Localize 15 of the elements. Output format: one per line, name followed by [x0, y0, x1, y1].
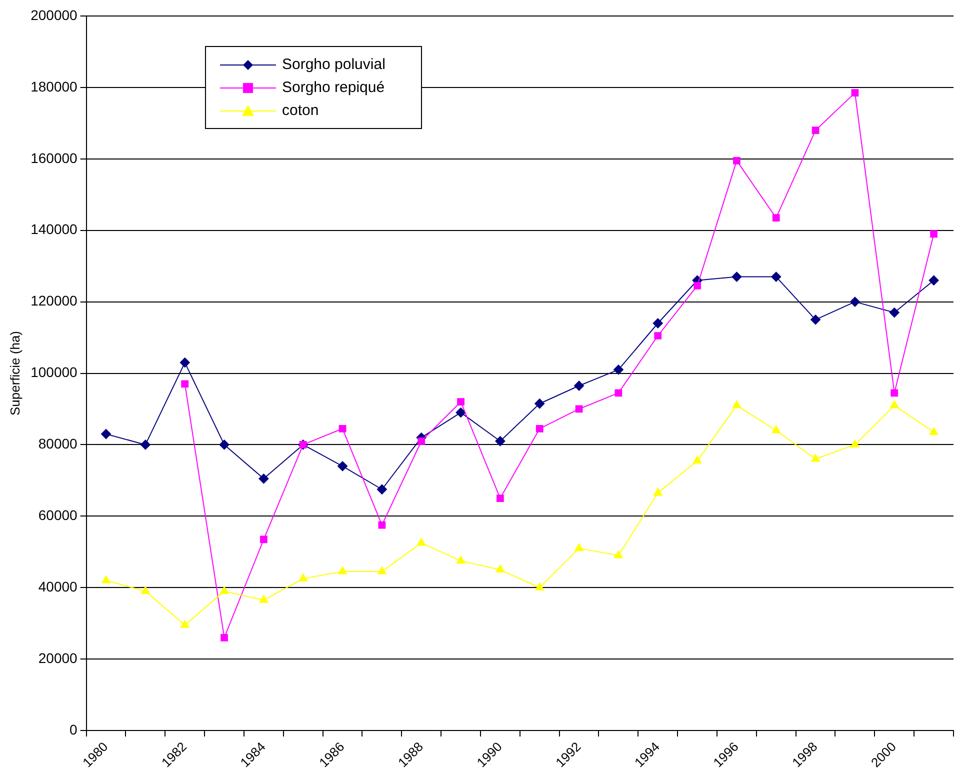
legend-label: Sorgho poluvial — [282, 56, 386, 73]
y-tick-label: 80000 — [38, 436, 78, 452]
legend-label: coton — [282, 102, 319, 119]
legend-label: Sorgho repiqué — [282, 79, 385, 96]
y-tick-label: 0 — [70, 721, 78, 738]
y-tick-label: 20000 — [38, 650, 78, 666]
y-tick-label: 200000 — [30, 6, 78, 23]
y-tick-label: 40000 — [38, 578, 78, 594]
y-tick-label: 140000 — [30, 221, 78, 238]
y-tick-label: 180000 — [30, 78, 78, 94]
y-tick-label: 120000 — [30, 292, 78, 309]
y-axis-title: Superficie (ha) — [7, 330, 22, 416]
y-tick-label: 60000 — [38, 507, 78, 524]
y-tick-label: 160000 — [30, 150, 78, 166]
y-tick-label: 100000 — [30, 364, 78, 380]
